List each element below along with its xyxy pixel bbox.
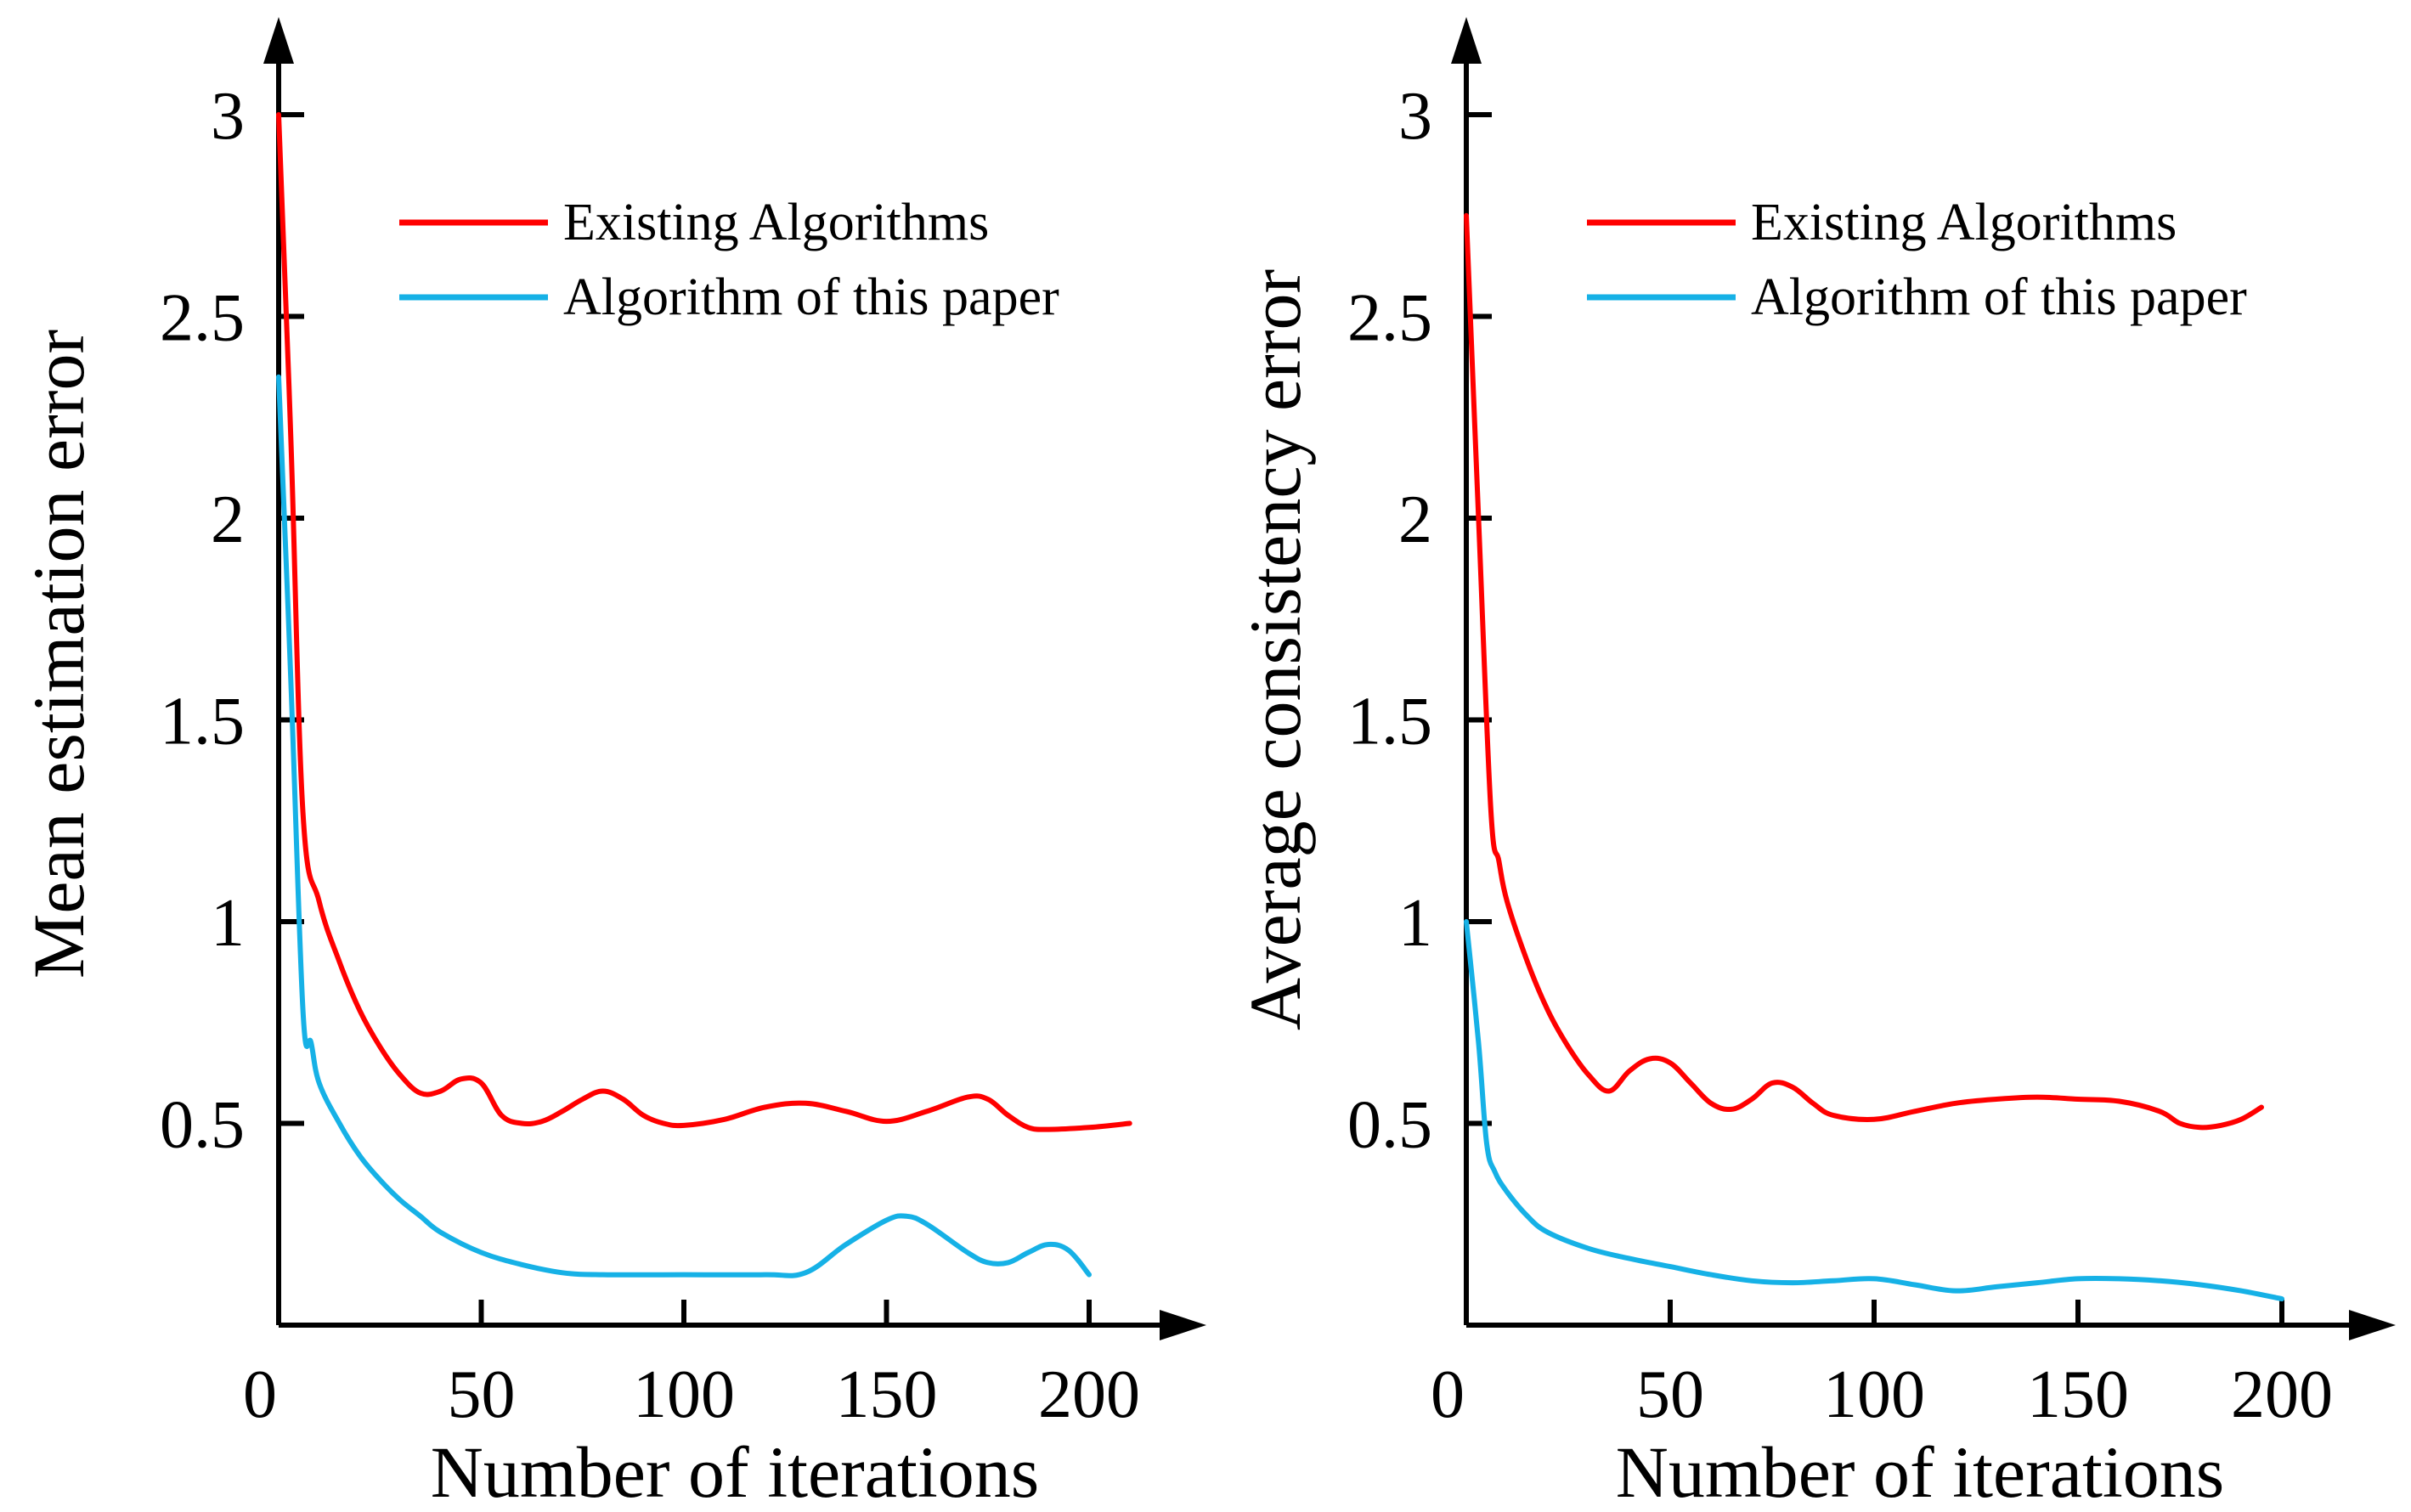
y-tick-label: 1 [211,886,245,961]
x-axis-label: Number of iterations [1616,1431,2224,1512]
series-group [276,112,1132,1278]
series-line-existing-algorithms [1464,212,2264,1131]
y-tick-label: 2.5 [1347,281,1432,356]
x-tick-label: 150 [836,1357,938,1432]
legend-label: Existing Algorithms [1751,194,2177,251]
series-line-existing-algorithms [276,112,1132,1132]
y-tick-label: 2 [211,482,245,557]
y-tick-label: 2 [1398,482,1432,557]
legend: Existing Algorithms Algorithm of this pap… [399,194,1059,326]
y-tick-label: 2.5 [160,281,245,356]
series-line-algorithm-of-this-paper [276,374,1092,1278]
series-line-algorithm-of-this-paper [1464,919,2284,1302]
series-group [1464,212,2284,1302]
y-tick-label: 1.5 [1347,685,1432,759]
y-tick-label: 3 [1398,79,1432,154]
y-tick-label: 3 [211,79,245,154]
legend-label: Algorithm of this paper [563,268,1059,326]
x-axis-arrow [2349,1310,2396,1340]
x-tick-label: 100 [633,1357,735,1432]
y-tick-label: 1.5 [160,685,245,759]
x-tick-label: 100 [1823,1357,1925,1432]
x-axis-label: Number of iterations [431,1431,1039,1512]
y-axis-label: Mean estimation error [18,330,99,979]
legend-label: Existing Algorithms [563,194,989,251]
tick-group: 0.5 1 1.5 2 2.5 3 0 50 100 150 200 [1347,79,2333,1432]
legend-label: Algorithm of this paper [1751,268,2247,326]
x-tick-label: 200 [2231,1357,2333,1432]
x-tick-label: 200 [1038,1357,1140,1432]
y-axis-arrow [1451,17,1482,64]
y-tick-label: 1 [1398,886,1432,961]
y-tick-label: 0.5 [1347,1088,1432,1163]
y-tick-label: 0.5 [160,1088,245,1163]
x-tick-label: 50 [1636,1357,1704,1432]
tick-group: 0.5 1 1.5 2 2.5 3 0 50 100 150 200 [160,79,1140,1432]
x-tick-label: 0 [1431,1357,1465,1432]
x-tick-label: 50 [448,1357,516,1432]
legend: Existing Algorithms Algorithm of this pap… [1587,194,2247,326]
y-axis-arrow [263,17,294,64]
x-tick-label: 0 [243,1357,277,1432]
chart-panel-mean-estimation-error: 0.5 1 1.5 2 2.5 3 0 50 100 150 200 Existing Algori… [18,17,1206,1512]
x-tick-label: 150 [2027,1357,2129,1432]
y-axis-label: Average consistency error [1234,269,1316,1030]
x-axis-arrow [1160,1310,1206,1340]
chart-panel-average-consistency-error: 0.5 1 1.5 2 2.5 3 0 50 100 150 200 Existing Algori… [1234,17,2396,1512]
